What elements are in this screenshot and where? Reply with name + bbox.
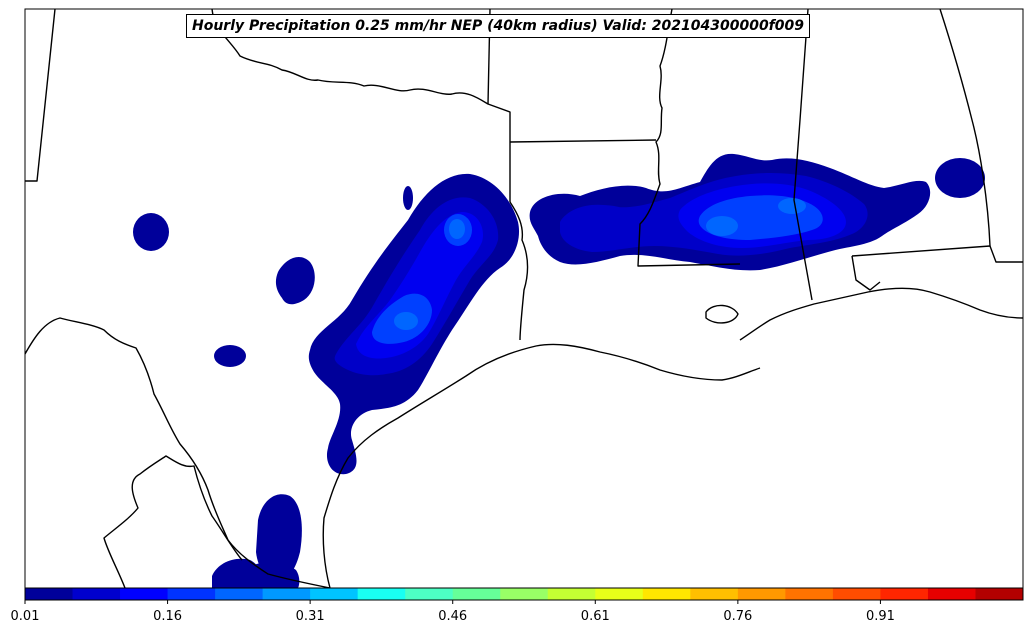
precip-cell-southwest: [214, 345, 246, 367]
colorbar-segment: [310, 588, 359, 600]
border-new-mexico: [25, 8, 56, 182]
colorbar-segment: [120, 588, 169, 600]
colorbar-segment: [215, 588, 264, 600]
border-alabama-georgia: [939, 8, 991, 247]
map-frame: [24, 8, 1024, 589]
colorbar-segment: [25, 588, 74, 600]
colorbar-segment: [690, 588, 739, 600]
precip-cell-east-edge: [935, 158, 985, 198]
precip-band-louisiana-l2: [571, 205, 635, 241]
colorbar-segment: [927, 588, 976, 600]
colorbar-segment: [357, 588, 406, 600]
colorbar-segment: [547, 588, 596, 600]
precip-core-gulf-west: [706, 216, 738, 236]
border-mexico-states: [103, 455, 243, 589]
border-mississippi-alabama: [793, 8, 813, 301]
precip-cell-south-texas-c: [252, 562, 300, 588]
border-sabine-river: [509, 201, 529, 341]
border-arkansas-louisiana: [509, 139, 657, 143]
map-title: Hourly Precipitation 0.25 mm/hr NEP (40k…: [186, 14, 811, 38]
precip-core-gulf-east: [778, 198, 806, 214]
colorbar-segment: [975, 588, 1024, 600]
precip-cell-central-texas: [275, 257, 315, 305]
border-red-river: [211, 8, 511, 202]
precipitation-fields: [133, 153, 985, 588]
precip-core-texas-south: [394, 312, 418, 330]
colorbar-segment: [452, 588, 501, 600]
precip-cell-south-texas-a: [256, 494, 302, 581]
coast-lake-pontchartrain: [705, 304, 739, 324]
precip-cell-small-north: [403, 186, 413, 210]
border-florida-line: [851, 245, 1023, 263]
colorbar-tick-label: 0.76: [723, 609, 753, 624]
colorbar-tick-label: 0.16: [153, 609, 183, 624]
colorbar-tick-label: 0.01: [10, 609, 40, 624]
colorbar-segment: [167, 588, 216, 600]
coast-mobile-bay: [851, 255, 881, 291]
colorbar-segment: [880, 588, 929, 600]
colorbar-segment: [500, 588, 549, 600]
colorbar-segment: [737, 588, 786, 600]
coast-gulf-texas-louisiana: [322, 343, 761, 589]
colorbar-segment: [832, 588, 881, 600]
colorbar-tick-label: 0.31: [295, 609, 325, 624]
coast-delta: [739, 287, 1024, 341]
border-mississippi-river: [637, 8, 741, 267]
colorbar-segment: [642, 588, 691, 600]
precip-cell-south-texas-b: [212, 558, 261, 588]
colorbar-tick-label: 0.46: [438, 609, 468, 624]
colorbar: [24, 587, 1024, 604]
colorbar-segment: [785, 588, 834, 600]
colorbar-segment: [262, 588, 311, 600]
colorbar-outline: [24, 587, 1024, 601]
colorbar-segment: [405, 588, 454, 600]
colorbar-segment: [72, 588, 121, 600]
colorbar-tick-label: 0.91: [865, 609, 895, 624]
border-rio-grande: [24, 317, 331, 589]
map-boundaries: [24, 8, 1024, 589]
colorbar-segment: [595, 588, 644, 600]
precip-cell-west: [133, 213, 169, 251]
colorbar-tick-label: 0.61: [580, 609, 610, 624]
precip-core-texas-north-inner: [449, 219, 465, 239]
